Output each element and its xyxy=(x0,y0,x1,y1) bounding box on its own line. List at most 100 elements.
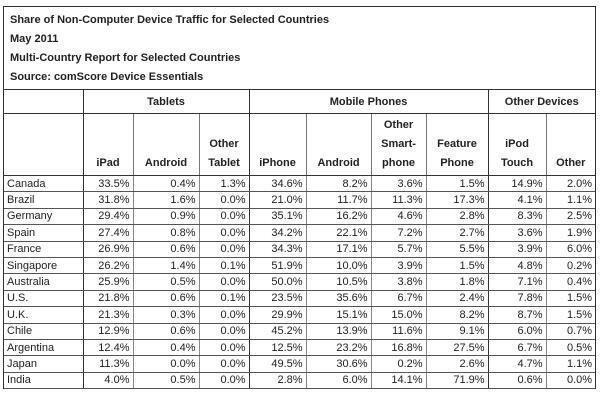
value-cell: 1.5% xyxy=(425,257,489,275)
value-cell: 0.0% xyxy=(132,355,199,373)
column-header: Feature Phone xyxy=(425,113,489,176)
value-cell: 2.4% xyxy=(425,290,489,308)
value-cell: 0.0% xyxy=(198,191,250,209)
value-cell: 27.4% xyxy=(82,224,133,242)
table-row: Argentina 12.4% 0.4% 0.0% 12.5% 23.2% 16.8% 27.… xyxy=(4,339,596,357)
table-row: Canada 33.5% 0.4% 1.3% 34.6% 8.2% 3.6% 1.5% 14.9… xyxy=(4,175,596,193)
table-row: U.S. 21.8% 0.6% 0.1% 23.5% 35.6% 6.7% 2.4% 7.8% 1… xyxy=(4,290,596,308)
value-cell: 14.9% xyxy=(487,175,547,193)
value-cell: 2.5% xyxy=(545,208,596,226)
value-cell: 4.6% xyxy=(370,208,427,226)
value-cell: 71.9% xyxy=(425,372,489,390)
table-row: Singapore 26.2% 1.4% 0.1% 51.9% 10.0% 3.9% 1.5%… xyxy=(4,257,596,275)
value-cell: 9.1% xyxy=(425,323,489,340)
value-cell: 21.0% xyxy=(248,191,307,209)
value-cell: 3.6% xyxy=(487,224,547,242)
value-cell: 0.4% xyxy=(545,273,596,291)
value-cell: 0.3% xyxy=(132,306,199,324)
value-cell: 51.9% xyxy=(248,257,307,275)
value-cell: 12.9% xyxy=(82,323,133,340)
column-header: Android xyxy=(305,113,372,176)
value-cell: 34.3% xyxy=(248,241,307,258)
country-cell: Japan xyxy=(4,355,83,373)
country-cell: Chile xyxy=(4,323,83,340)
table-row: India 4.0% 0.5% 0.0% 2.8% 6.0% 14.1% 71.9% 0.6% 0… xyxy=(4,372,596,390)
value-cell: 3.6% xyxy=(370,175,427,193)
value-cell: 0.0% xyxy=(198,273,250,291)
value-cell: 34.2% xyxy=(248,224,307,242)
value-cell: 0.0% xyxy=(198,339,250,357)
value-cell: 3.9% xyxy=(487,241,547,258)
value-cell: 1.5% xyxy=(425,175,489,193)
value-cell: 0.5% xyxy=(132,273,199,291)
value-cell: 15.0% xyxy=(370,306,427,324)
country-cell: Argentina xyxy=(4,339,83,357)
country-cell: U.K. xyxy=(4,306,83,324)
value-cell: 2.6% xyxy=(425,355,489,373)
column-header: Other Smart-phone xyxy=(370,113,427,176)
value-cell: 8.2% xyxy=(305,175,372,193)
value-cell: 1.9% xyxy=(545,224,596,242)
value-cell: 4.0% xyxy=(82,372,133,390)
value-cell: 0.6% xyxy=(132,241,199,258)
value-cell: 0.1% xyxy=(198,257,250,275)
value-cell: 2.7% xyxy=(425,224,489,242)
value-cell: 45.2% xyxy=(248,323,307,340)
value-cell: 26.9% xyxy=(82,241,133,258)
column-header: iPad xyxy=(82,113,133,176)
column-header: Other xyxy=(545,113,596,176)
group-header: Other Devices xyxy=(487,90,596,114)
value-cell: 0.6% xyxy=(132,323,199,340)
value-cell: 5.7% xyxy=(370,241,427,258)
value-cell: 16.2% xyxy=(305,208,372,226)
value-cell: 11.7% xyxy=(305,191,372,209)
value-cell: 7.1% xyxy=(487,273,547,291)
value-cell: 26.2% xyxy=(82,257,133,275)
group-header: Mobile Phones xyxy=(248,90,489,114)
value-cell: 14.1% xyxy=(370,372,427,390)
country-cell: Spain xyxy=(4,224,83,242)
value-cell: 34.6% xyxy=(248,175,307,193)
value-cell: 21.3% xyxy=(82,306,133,324)
value-cell: 27.5% xyxy=(425,339,489,357)
value-cell: 21.8% xyxy=(82,290,133,308)
value-cell: 6.0% xyxy=(487,323,547,340)
country-cell: France xyxy=(4,241,83,258)
value-cell: 2.8% xyxy=(425,208,489,226)
value-cell: 0.0% xyxy=(198,241,250,258)
column-header: iPod Touch xyxy=(487,113,547,176)
column-header: iPhone xyxy=(248,113,307,176)
value-cell: 16.8% xyxy=(370,339,427,357)
value-cell: 4.1% xyxy=(487,191,547,209)
value-cell: 0.6% xyxy=(487,372,547,390)
table-row: Japan 11.3% 0.0% 0.0% 49.5% 30.6% 0.2% 2.6% 4.7%… xyxy=(4,355,596,373)
value-cell: 2.8% xyxy=(248,372,307,390)
value-cell: 25.9% xyxy=(82,273,133,291)
value-cell: 1.4% xyxy=(132,257,199,275)
value-cell: 4.7% xyxy=(487,355,547,373)
value-cell: 6.0% xyxy=(305,372,372,390)
table-row: Brazil 31.8% 1.6% 0.0% 21.0% 11.7% 11.3% 17.3% 4… xyxy=(4,191,596,209)
value-cell: 30.6% xyxy=(305,355,372,373)
value-cell: 0.2% xyxy=(545,257,596,275)
value-cell: 11.3% xyxy=(82,355,133,373)
table-row: Germany 29.4% 0.9% 0.0% 35.1% 16.2% 4.6% 2.8% 8.… xyxy=(4,208,596,226)
value-cell: 7.2% xyxy=(370,224,427,242)
value-cell: 23.5% xyxy=(248,290,307,308)
value-cell: 0.7% xyxy=(545,323,596,340)
value-cell: 1.6% xyxy=(132,191,199,209)
table-row: France 26.9% 0.6% 0.0% 34.3% 17.1% 5.7% 5.5% 3.9… xyxy=(4,241,596,258)
value-cell: 8.2% xyxy=(425,306,489,324)
subtitle: Multi-Country Report for Selected Countr… xyxy=(10,52,241,64)
corner xyxy=(4,113,83,176)
value-cell: 6.7% xyxy=(487,339,547,357)
value-cell: 0.0% xyxy=(198,323,250,340)
country-cell: India xyxy=(4,372,83,390)
value-cell: 0.4% xyxy=(132,339,199,357)
value-cell: 6.7% xyxy=(370,290,427,308)
value-cell: 3.8% xyxy=(370,273,427,291)
value-cell: 8.3% xyxy=(487,208,547,226)
value-cell: 8.7% xyxy=(487,306,547,324)
value-cell: 13.9% xyxy=(305,323,372,340)
country-cell: Australia xyxy=(4,273,83,291)
